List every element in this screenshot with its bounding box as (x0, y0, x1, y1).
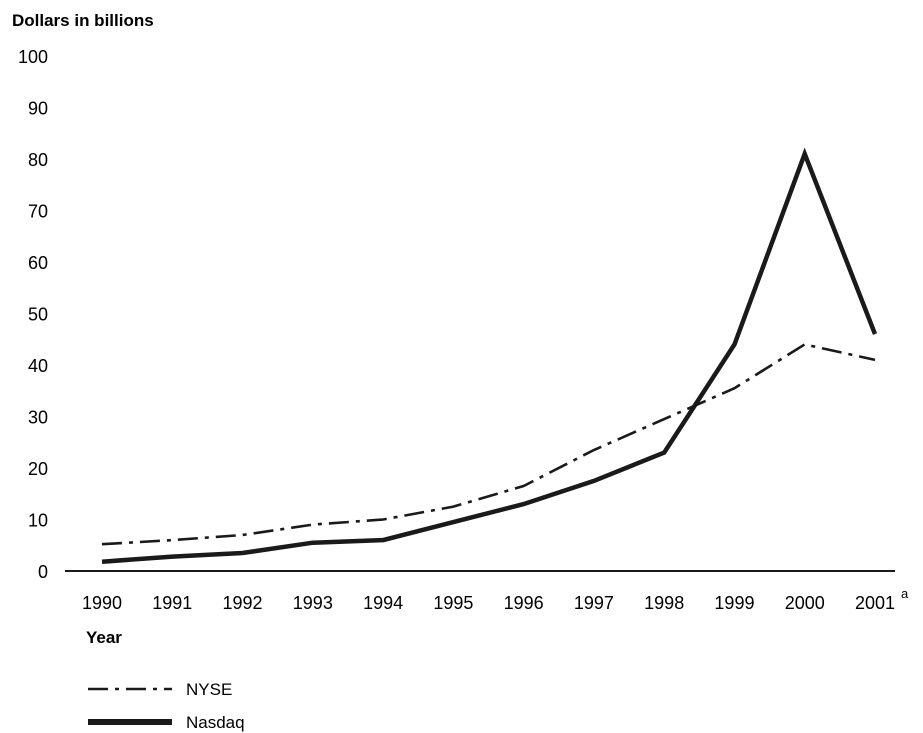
y-tick-label: 90 (28, 99, 48, 119)
series-line-nyse (101, 343, 876, 546)
y-tick-labels: 0 10 20 30 40 50 60 70 80 90 100 (18, 47, 48, 582)
y-axis-title: Dollars in billions (12, 11, 154, 30)
legend: NYSE Nasdaq (88, 680, 245, 732)
y-tick-label: 40 (28, 356, 48, 376)
y-tick-label: 50 (28, 305, 48, 325)
x-tick-label: 1996 (504, 593, 544, 613)
y-tick-label: 80 (28, 150, 48, 170)
legend-label-nasdaq: Nasdaq (186, 713, 245, 732)
x-tick-label: 2000 (785, 593, 825, 613)
legend-label-nyse: NYSE (186, 680, 232, 699)
y-tick-label: 70 (28, 202, 48, 222)
y-tick-label: 60 (28, 253, 48, 273)
x-tick-label: 1997 (574, 593, 614, 613)
y-tick-label: 10 (28, 511, 48, 531)
x-tick-label: 1992 (223, 593, 263, 613)
series-line-nasdaq (101, 147, 878, 564)
x-axis-title: Year (86, 628, 122, 647)
x-tick-label: 1998 (644, 593, 684, 613)
y-tick-label: 0 (38, 562, 48, 582)
series-lines (101, 147, 878, 564)
y-tick-label: 20 (28, 459, 48, 479)
y-tick-label: 100 (18, 47, 48, 67)
x-tick-label: 1999 (714, 593, 754, 613)
x-tick-label: 2001 (855, 593, 895, 613)
x-tick-label: 1995 (433, 593, 473, 613)
y-tick-label: 30 (28, 408, 48, 428)
x-tick-labels: 1990 1991 1992 1993 1994 1995 1996 1997 1998 1999… (82, 586, 909, 613)
x-tick-label: 1990 (82, 593, 122, 613)
x-tick-label: 1993 (293, 593, 333, 613)
x-tick-footnote-mark: a (901, 586, 909, 601)
x-tick-label: 1991 (152, 593, 192, 613)
x-tick-label: 1994 (363, 593, 403, 613)
